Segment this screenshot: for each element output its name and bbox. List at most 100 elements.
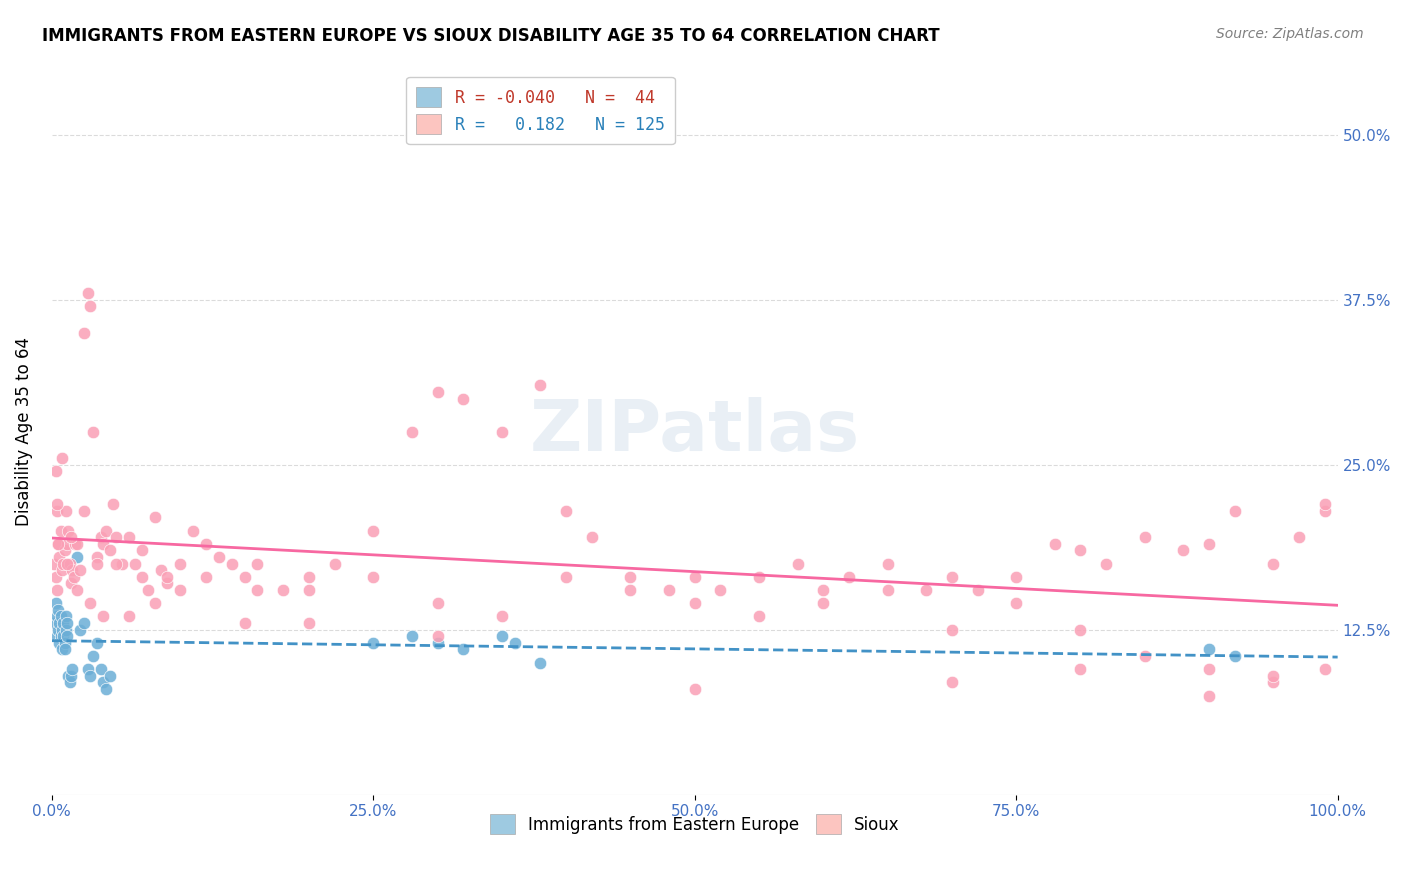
Point bbox=[52, 557, 75, 571]
Point bbox=[46, 537, 69, 551]
Point bbox=[51, 642, 73, 657]
Point bbox=[86, 549, 108, 564]
Point bbox=[45, 464, 67, 478]
Point bbox=[683, 682, 706, 697]
Point bbox=[79, 299, 101, 313]
Point bbox=[45, 504, 67, 518]
Point bbox=[813, 596, 835, 610]
Point bbox=[82, 649, 104, 664]
Point bbox=[169, 582, 191, 597]
Point bbox=[529, 378, 551, 392]
Point bbox=[1313, 662, 1336, 676]
Point bbox=[48, 549, 70, 564]
Point bbox=[58, 669, 80, 683]
Point bbox=[143, 596, 166, 610]
Point bbox=[709, 582, 731, 597]
Point bbox=[53, 543, 76, 558]
Point bbox=[941, 623, 963, 637]
Point bbox=[53, 636, 76, 650]
Point bbox=[221, 557, 243, 571]
Point bbox=[55, 504, 77, 518]
Point bbox=[1133, 649, 1156, 664]
Point bbox=[98, 543, 121, 558]
Point bbox=[361, 570, 384, 584]
Point bbox=[156, 576, 179, 591]
Point bbox=[1198, 537, 1220, 551]
Text: Source: ZipAtlas.com: Source: ZipAtlas.com bbox=[1216, 27, 1364, 41]
Point bbox=[60, 662, 83, 676]
Point bbox=[271, 582, 294, 597]
Point bbox=[619, 582, 641, 597]
Point bbox=[1069, 623, 1091, 637]
Point bbox=[748, 570, 770, 584]
Point bbox=[838, 570, 860, 584]
Point bbox=[60, 576, 83, 591]
Point bbox=[401, 629, 423, 643]
Point bbox=[876, 582, 898, 597]
Point bbox=[1198, 689, 1220, 703]
Point bbox=[426, 636, 449, 650]
Point bbox=[118, 609, 141, 624]
Point bbox=[86, 636, 108, 650]
Point bbox=[246, 557, 269, 571]
Point bbox=[401, 425, 423, 439]
Point bbox=[1288, 530, 1310, 544]
Point bbox=[98, 669, 121, 683]
Point bbox=[45, 582, 67, 597]
Point bbox=[1198, 642, 1220, 657]
Point bbox=[105, 530, 128, 544]
Point bbox=[91, 609, 114, 624]
Point bbox=[51, 450, 73, 465]
Point bbox=[1095, 557, 1118, 571]
Point bbox=[60, 563, 83, 577]
Point bbox=[169, 557, 191, 571]
Point bbox=[683, 570, 706, 584]
Point bbox=[49, 609, 72, 624]
Point bbox=[1005, 570, 1028, 584]
Point bbox=[66, 582, 89, 597]
Point bbox=[233, 616, 256, 631]
Point bbox=[1133, 530, 1156, 544]
Point bbox=[136, 582, 159, 597]
Point bbox=[45, 596, 67, 610]
Point bbox=[103, 497, 125, 511]
Point bbox=[426, 629, 449, 643]
Point bbox=[1198, 662, 1220, 676]
Point bbox=[426, 596, 449, 610]
Point bbox=[131, 543, 153, 558]
Point bbox=[1043, 537, 1066, 551]
Point bbox=[86, 557, 108, 571]
Point bbox=[1313, 504, 1336, 518]
Point bbox=[150, 563, 173, 577]
Point bbox=[73, 504, 96, 518]
Point bbox=[76, 285, 98, 300]
Point bbox=[73, 616, 96, 631]
Point bbox=[62, 570, 84, 584]
Point bbox=[111, 557, 134, 571]
Point bbox=[1069, 662, 1091, 676]
Point bbox=[1263, 669, 1285, 683]
Point bbox=[73, 326, 96, 340]
Point bbox=[298, 570, 321, 584]
Point bbox=[94, 524, 117, 538]
Point bbox=[49, 629, 72, 643]
Point bbox=[966, 582, 988, 597]
Point bbox=[143, 510, 166, 524]
Point bbox=[195, 570, 218, 584]
Point bbox=[1173, 543, 1195, 558]
Point bbox=[118, 530, 141, 544]
Point bbox=[59, 557, 82, 571]
Point bbox=[90, 662, 112, 676]
Point bbox=[46, 603, 69, 617]
Point bbox=[915, 582, 938, 597]
Point bbox=[53, 642, 76, 657]
Y-axis label: Disability Age 35 to 64: Disability Age 35 to 64 bbox=[15, 337, 32, 526]
Point bbox=[361, 524, 384, 538]
Point bbox=[45, 570, 67, 584]
Point bbox=[941, 570, 963, 584]
Point bbox=[91, 675, 114, 690]
Point bbox=[79, 596, 101, 610]
Point bbox=[56, 537, 79, 551]
Point bbox=[49, 524, 72, 538]
Point bbox=[45, 629, 67, 643]
